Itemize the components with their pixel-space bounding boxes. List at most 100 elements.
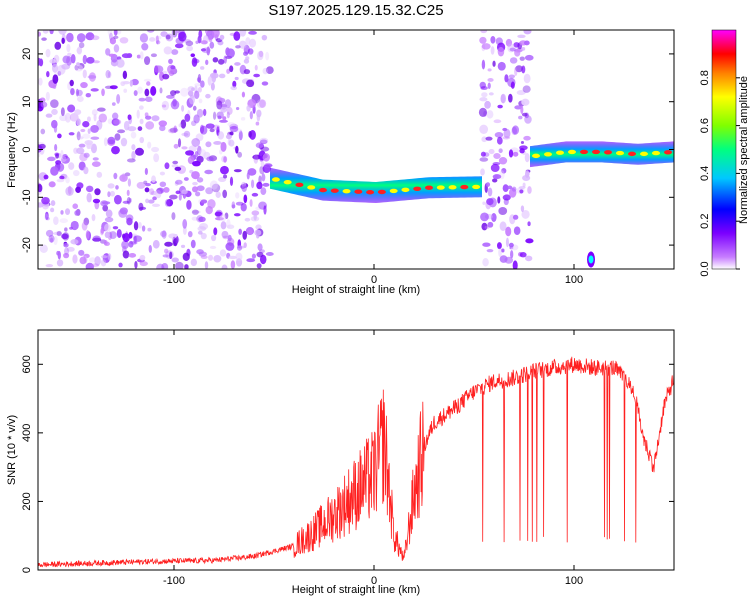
noise-speckle xyxy=(251,253,257,259)
noise-speckle xyxy=(122,250,130,259)
noise-speckle xyxy=(226,224,235,230)
noise-speckle xyxy=(136,181,146,189)
noise-speckle xyxy=(243,51,249,56)
noise-speckle xyxy=(254,229,262,236)
noise-speckle xyxy=(38,31,42,37)
noise-speckle xyxy=(226,219,231,229)
noise-speckle xyxy=(500,94,505,104)
noise-speckle xyxy=(119,207,128,215)
noise-speckle xyxy=(52,84,57,89)
noise-speckle xyxy=(183,177,189,181)
noise-speckle xyxy=(233,169,242,173)
noise-speckle xyxy=(256,181,263,190)
noise-speckle xyxy=(56,230,62,237)
noise-speckle xyxy=(507,185,513,190)
noise-speckle xyxy=(108,53,115,57)
noise-speckle xyxy=(480,30,488,34)
band-peak xyxy=(604,150,612,155)
noise-speckle xyxy=(246,258,256,263)
band-peak xyxy=(354,189,363,194)
noise-speckle xyxy=(481,222,488,231)
noise-speckle xyxy=(163,46,173,55)
noise-speckle xyxy=(141,225,146,232)
noise-speckle xyxy=(248,130,252,138)
noise-speckle xyxy=(126,196,131,205)
noise-speckle xyxy=(519,56,525,61)
noise-speckle xyxy=(487,78,494,82)
noise-speckle xyxy=(243,69,251,75)
noise-speckle xyxy=(63,242,69,248)
noise-speckle xyxy=(122,200,130,204)
noise-speckle xyxy=(238,130,243,141)
noise-speckle xyxy=(480,86,488,91)
noise-speckle xyxy=(92,157,99,161)
noise-speckle xyxy=(113,172,118,180)
noise-speckle xyxy=(496,136,503,145)
noise-speckle xyxy=(143,180,148,185)
noise-speckle xyxy=(171,212,176,220)
noise-speckle xyxy=(498,157,508,165)
noise-speckle xyxy=(248,38,257,48)
noise-speckle xyxy=(107,183,115,189)
noise-speckle xyxy=(107,30,113,37)
noise-speckle xyxy=(164,248,169,254)
noise-speckle xyxy=(479,124,489,134)
noise-speckle xyxy=(169,90,177,96)
noise-speckle xyxy=(169,251,173,260)
noise-speckle xyxy=(139,261,148,267)
x-tick-label: 100 xyxy=(565,274,583,286)
noise-speckle xyxy=(481,136,488,143)
noise-speckle xyxy=(241,91,246,98)
noise-speckle xyxy=(524,170,530,178)
noise-speckle xyxy=(224,212,229,220)
noise-speckle xyxy=(139,254,146,261)
noise-speckle xyxy=(191,209,199,215)
noise-speckle xyxy=(100,259,107,267)
noise-speckle xyxy=(199,80,205,88)
noise-speckle xyxy=(197,86,202,93)
noise-speckle xyxy=(527,186,532,194)
noise-speckle xyxy=(509,57,518,64)
spectral-band xyxy=(530,141,674,168)
snr-xlabel: Height of straight line (km) xyxy=(292,584,420,596)
noise-speckle xyxy=(481,92,488,98)
noise-speckle xyxy=(109,231,117,240)
noise-speckle xyxy=(133,235,137,244)
noise-speckle xyxy=(90,143,97,154)
noise-speckle xyxy=(486,110,494,119)
noise-speckle xyxy=(50,237,54,243)
noise-speckle xyxy=(164,162,170,170)
noise-speckle xyxy=(94,188,101,196)
noise-speckle xyxy=(205,123,215,129)
noise-speckle xyxy=(57,133,62,139)
noise-speckle xyxy=(243,58,250,64)
noise-speckle xyxy=(105,48,111,56)
noise-speckle xyxy=(43,174,49,180)
noise-speckle xyxy=(147,141,152,149)
noise-speckle xyxy=(45,217,50,221)
noise-speckle xyxy=(493,119,502,124)
noise-speckle xyxy=(251,192,259,197)
noise-speckle xyxy=(108,32,113,41)
noise-speckle xyxy=(479,36,487,44)
noise-speckle xyxy=(68,162,75,170)
noise-speckle xyxy=(113,35,119,39)
noise-speckle xyxy=(520,205,525,212)
noise-speckle xyxy=(202,108,207,117)
noise-speckle xyxy=(104,231,110,239)
noise-speckle xyxy=(92,235,101,242)
noise-speckle xyxy=(235,106,240,111)
noise-speckle xyxy=(85,230,90,240)
noise-speckle xyxy=(53,236,58,246)
noise-speckle xyxy=(486,198,494,206)
noise-speckle xyxy=(100,227,105,234)
noise-speckle xyxy=(45,113,53,118)
noise-speckle xyxy=(190,258,198,267)
x-tick-label: 0 xyxy=(371,274,377,286)
noise-speckle xyxy=(524,153,530,163)
noise-speckle xyxy=(85,93,92,98)
x-tick-label: -100 xyxy=(163,575,185,587)
noise-speckle xyxy=(500,93,507,104)
noise-speckle xyxy=(219,249,227,257)
noise-speckle xyxy=(85,32,95,41)
